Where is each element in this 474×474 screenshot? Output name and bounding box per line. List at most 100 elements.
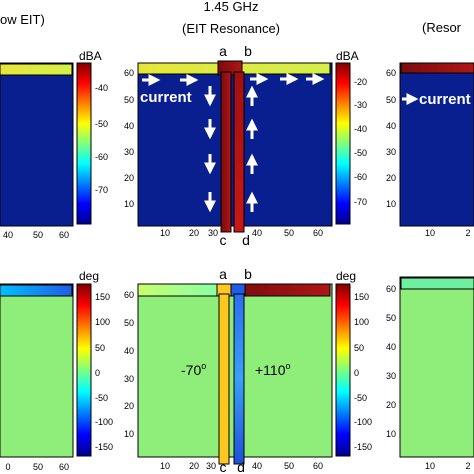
port-label-c: c bbox=[220, 232, 227, 248]
colorbar-tick: 0 bbox=[354, 368, 359, 378]
colorbar-tick: 150 bbox=[95, 292, 110, 302]
colorbar-tick: 100 bbox=[354, 317, 369, 327]
y-tick: 60 bbox=[124, 68, 134, 78]
phase-plot bbox=[399, 276, 474, 458]
colorbar-tick: 50 bbox=[354, 343, 364, 353]
phase-left-column bbox=[218, 293, 230, 465]
x-tick: 40 bbox=[252, 228, 262, 238]
x-tick: 30 bbox=[208, 228, 218, 238]
port-label-a: a bbox=[219, 43, 227, 59]
colorbar-tick: -100 bbox=[95, 417, 113, 427]
y-tick: 30 bbox=[124, 374, 134, 384]
x-tick: 60 bbox=[313, 461, 323, 471]
port-label-b: b bbox=[244, 43, 252, 59]
colorbar-unit: deg bbox=[79, 269, 99, 283]
colorbar-unit: deg bbox=[336, 269, 356, 283]
y-tick: 50 bbox=[386, 313, 396, 323]
colorbar bbox=[335, 62, 351, 225]
top-strip bbox=[0, 63, 73, 76]
colorbar-unit: dBA bbox=[79, 49, 102, 63]
y-tick: 50 bbox=[124, 95, 134, 105]
colorbar-tick: -70 bbox=[95, 185, 108, 195]
x-tick: 40 bbox=[3, 230, 13, 240]
y-tick: 40 bbox=[386, 121, 396, 131]
top-strip-right bbox=[231, 283, 331, 297]
x-tick: 2 bbox=[465, 228, 470, 238]
y-tick: 10 bbox=[124, 199, 134, 209]
y-tick: 10 bbox=[386, 199, 396, 209]
colorbar-tick: -50 bbox=[95, 119, 108, 129]
colorbar-tick: -100 bbox=[354, 417, 372, 427]
y-tick: 60 bbox=[386, 284, 396, 294]
panel-top-center: a b c d current 60 50 40 30 20 10 10 20 … bbox=[124, 43, 367, 248]
colorbar-tick: 50 bbox=[95, 343, 105, 353]
colorbar-unit: dBA bbox=[336, 49, 359, 63]
colorbar-tick: -50 bbox=[354, 393, 367, 403]
phase-label-right: +110o bbox=[255, 361, 291, 378]
colorbar-tick: -40 bbox=[95, 83, 108, 93]
title-right-partial: (Resor bbox=[422, 20, 462, 35]
colorbar bbox=[76, 62, 92, 225]
title-left-partial: ow EIT) bbox=[0, 12, 45, 27]
x-tick: 10 bbox=[160, 228, 170, 238]
colorbar-tick: -60 bbox=[95, 152, 108, 162]
colorbar-tick: -20 bbox=[354, 77, 367, 87]
top-strip bbox=[400, 277, 474, 290]
x-tick: 60 bbox=[313, 228, 323, 238]
x-tick: 2 bbox=[465, 461, 470, 471]
y-tick: 30 bbox=[386, 147, 396, 157]
current-label: current bbox=[140, 89, 192, 106]
colorbar-tick: 150 bbox=[354, 292, 369, 302]
y-tick: 20 bbox=[124, 401, 134, 411]
y-tick: 50 bbox=[386, 95, 396, 105]
top-strip bbox=[0, 284, 73, 297]
title-center-subtitle: (EIT Resonance) bbox=[182, 21, 280, 36]
field-plot bbox=[399, 62, 474, 227]
x-tick: 50 bbox=[284, 228, 294, 238]
panel-bottom-right: 60 50 40 30 20 10 10 2 bbox=[386, 276, 474, 471]
x-tick: 60 bbox=[59, 462, 69, 472]
colorbar-tick: -50 bbox=[95, 393, 108, 403]
x-tick: 20 bbox=[189, 461, 199, 471]
title-center-frequency: 1.45 GHz bbox=[204, 0, 259, 14]
colorbar bbox=[335, 283, 351, 457]
panel-top-left: 40 50 60 dBA -40 -50 -60 -70 bbox=[0, 49, 108, 240]
y-tick: 20 bbox=[386, 173, 396, 183]
port-label-d: d bbox=[242, 232, 250, 248]
top-strip bbox=[400, 62, 474, 74]
panel-top-right: current 60 50 40 30 20 10 10 2 bbox=[386, 62, 474, 238]
field-plot bbox=[0, 62, 74, 227]
y-tick: 40 bbox=[386, 342, 396, 352]
y-tick: 50 bbox=[124, 318, 134, 328]
y-tick: 20 bbox=[124, 173, 134, 183]
colorbar-tick: 0 bbox=[95, 368, 100, 378]
phase-label-left: -70o bbox=[181, 361, 206, 378]
x-tick: 30 bbox=[206, 461, 216, 471]
x-tick: 40 bbox=[252, 461, 262, 471]
x-tick: 10 bbox=[425, 228, 435, 238]
x-tick: 60 bbox=[59, 230, 69, 240]
x-tick: 50 bbox=[33, 462, 43, 472]
phase-right-column bbox=[233, 293, 245, 465]
y-tick: 40 bbox=[124, 121, 134, 131]
port-label-b: b bbox=[244, 266, 252, 282]
resonator-right-column bbox=[233, 71, 245, 233]
port-label-d: d bbox=[237, 459, 245, 474]
port-label-c: c bbox=[220, 459, 227, 474]
colorbar-tick: -60 bbox=[354, 172, 367, 182]
phase-plot bbox=[0, 283, 74, 458]
panel-bottom-left: 0 50 60 deg 150 100 50 0 -50 -100 -150 bbox=[0, 269, 113, 472]
colorbar-tick: -70 bbox=[354, 197, 367, 207]
colorbar bbox=[76, 283, 92, 457]
x-tick: 20 bbox=[189, 228, 199, 238]
y-tick: 10 bbox=[124, 429, 134, 439]
y-tick: 10 bbox=[386, 429, 396, 439]
x-tick: 10 bbox=[160, 461, 170, 471]
y-tick: 30 bbox=[124, 147, 134, 157]
port-label-a: a bbox=[219, 266, 227, 282]
y-tick: 60 bbox=[386, 68, 396, 78]
colorbar-tick: -50 bbox=[354, 148, 367, 158]
x-tick: 50 bbox=[284, 461, 294, 471]
y-tick: 30 bbox=[386, 371, 396, 381]
